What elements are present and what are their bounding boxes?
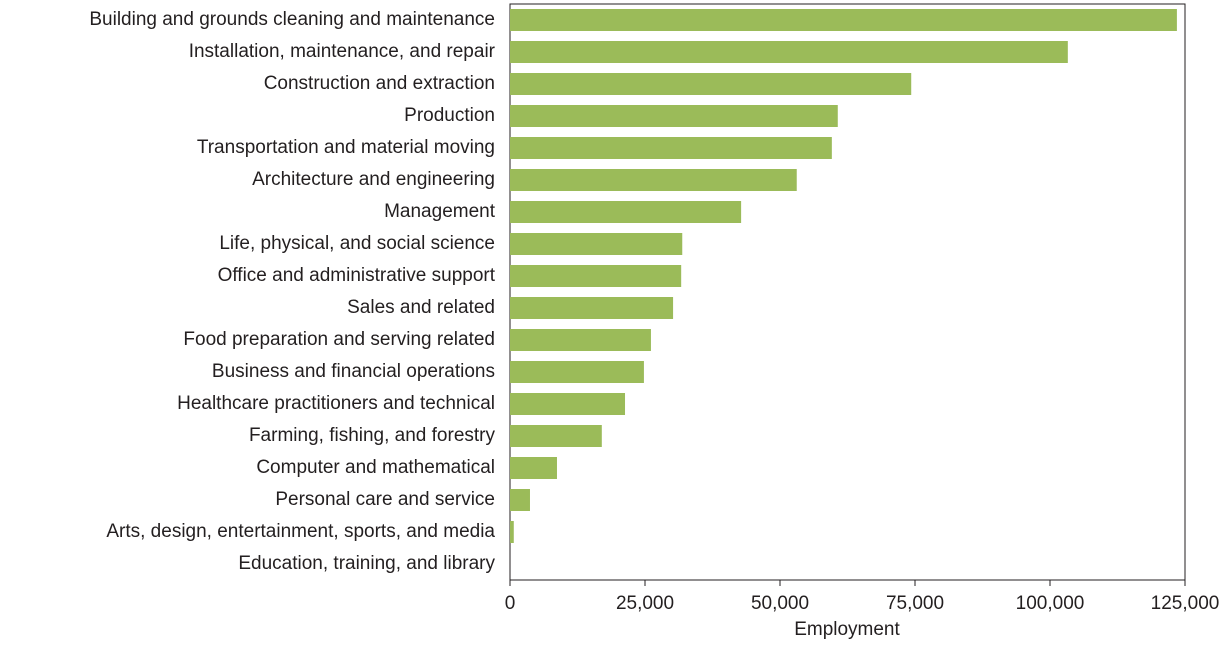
- y-tick-label: Sales and related: [347, 297, 495, 318]
- y-tick-label: Education, training, and library: [238, 553, 495, 574]
- y-tick-label: Production: [404, 105, 495, 126]
- bar: [510, 457, 557, 479]
- x-tick-label: 100,000: [1016, 593, 1085, 614]
- y-tick-label: Management: [384, 201, 496, 222]
- bar: [510, 393, 626, 415]
- x-tick-label: 25,000: [616, 593, 674, 614]
- y-tick-label: Construction and extraction: [264, 73, 495, 94]
- y-tick-label: Installation, maintenance, and repair: [189, 41, 496, 62]
- bar: [510, 265, 682, 287]
- bar: [510, 41, 1068, 63]
- bar: [510, 329, 651, 351]
- bar: [510, 521, 514, 543]
- y-tick-label: Life, physical, and social science: [219, 233, 495, 254]
- y-tick-label: Business and financial operations: [212, 361, 495, 382]
- bar: [510, 201, 742, 223]
- bar: [510, 489, 530, 511]
- plot-frame: [509, 3, 1186, 581]
- y-tick-label: Personal care and service: [275, 489, 495, 510]
- bar: [510, 361, 644, 383]
- x-tick-label: 125,000: [1151, 593, 1220, 614]
- y-tick-label: Office and administrative support: [218, 265, 496, 286]
- y-tick-label: Building and grounds cleaning and mainte…: [89, 9, 495, 30]
- bar: [510, 169, 797, 191]
- bar: [510, 9, 1177, 31]
- y-tick-label: Architecture and engineering: [252, 169, 495, 190]
- bar: [510, 137, 832, 159]
- x-tick-label: 50,000: [751, 593, 809, 614]
- bar: [510, 297, 674, 319]
- bar: [510, 233, 683, 255]
- y-tick-label: Transportation and material moving: [197, 137, 495, 158]
- bar: [510, 425, 602, 447]
- y-tick-label: Food preparation and serving related: [183, 329, 495, 350]
- y-tick-label: Healthcare practitioners and technical: [177, 393, 495, 414]
- bar: [510, 105, 838, 127]
- y-tick-label: Arts, design, entertainment, sports, and…: [106, 521, 495, 542]
- x-tick-label: 75,000: [886, 593, 944, 614]
- x-tick-label: 0: [505, 593, 516, 614]
- y-tick-label: Farming, fishing, and forestry: [249, 425, 496, 446]
- y-tick-label: Computer and mathematical: [256, 457, 495, 478]
- bar: [510, 73, 912, 95]
- x-axis-label: Employment: [794, 619, 900, 640]
